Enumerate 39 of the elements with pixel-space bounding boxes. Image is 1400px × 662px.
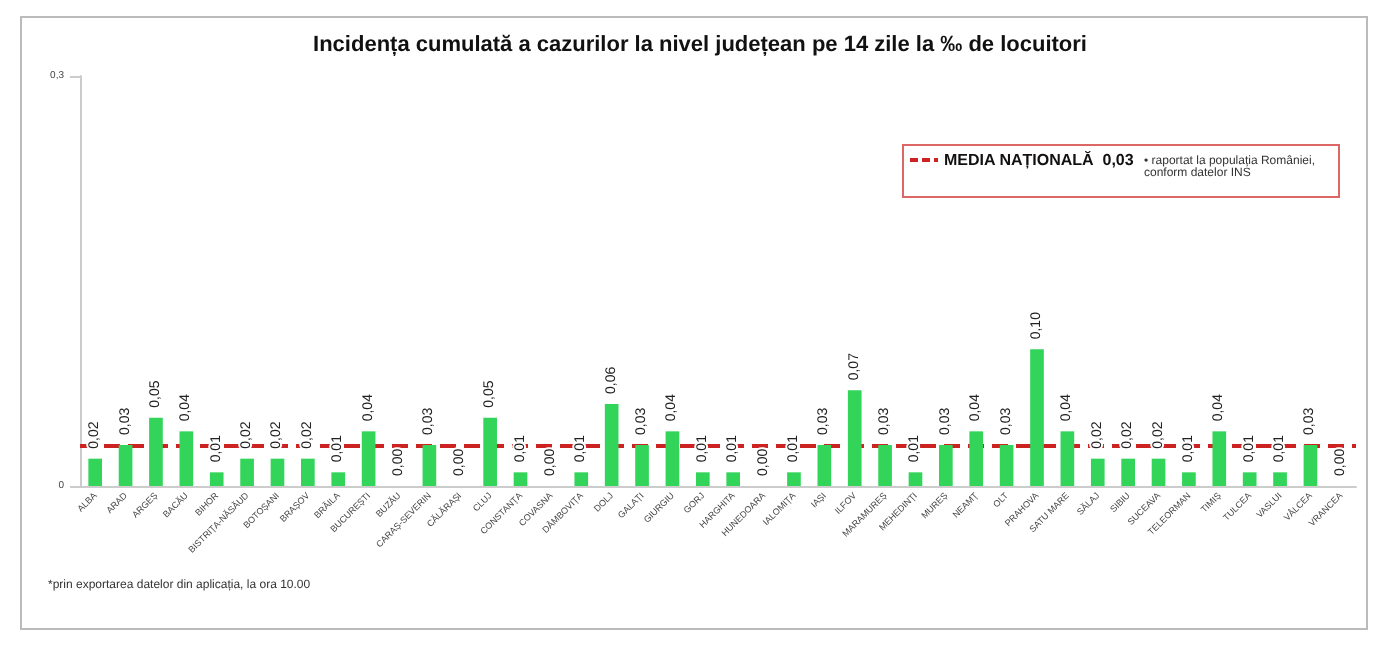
legend-label: MEDIA NAȚIONALĂ 0,03 — [944, 149, 1135, 169]
bar — [209, 472, 224, 486]
bar — [1090, 458, 1105, 486]
bar — [88, 458, 103, 486]
bar — [361, 431, 376, 486]
bar — [1121, 458, 1135, 486]
bar — [179, 431, 194, 486]
bar — [665, 431, 680, 486]
bar — [999, 445, 1014, 486]
bar — [1242, 472, 1257, 486]
bar — [574, 472, 589, 486]
chart-title: Incidența cumulată a cazurilor la nivel județean pe 14 zile la ‰ de locuitori — [313, 33, 1087, 57]
bar — [939, 445, 953, 486]
bar — [118, 445, 133, 486]
bar — [270, 458, 285, 486]
bar — [847, 390, 862, 486]
bar — [149, 417, 163, 486]
bar — [1182, 472, 1196, 486]
bar — [331, 472, 346, 486]
bar — [726, 472, 741, 486]
bar — [817, 445, 832, 486]
bar — [787, 472, 801, 486]
bar — [513, 472, 528, 486]
bar — [1030, 349, 1044, 486]
bar — [635, 445, 649, 486]
bar — [695, 472, 710, 486]
bar — [301, 458, 315, 486]
bar — [240, 458, 254, 486]
bar — [878, 445, 892, 486]
bar — [908, 472, 923, 486]
bar — [1273, 472, 1287, 486]
bar — [604, 404, 619, 486]
bar — [1212, 431, 1227, 486]
bar — [969, 431, 984, 486]
bar — [1303, 445, 1318, 486]
bar — [422, 445, 437, 486]
bar — [1060, 431, 1075, 486]
bar — [1151, 458, 1166, 486]
bar — [483, 417, 497, 486]
